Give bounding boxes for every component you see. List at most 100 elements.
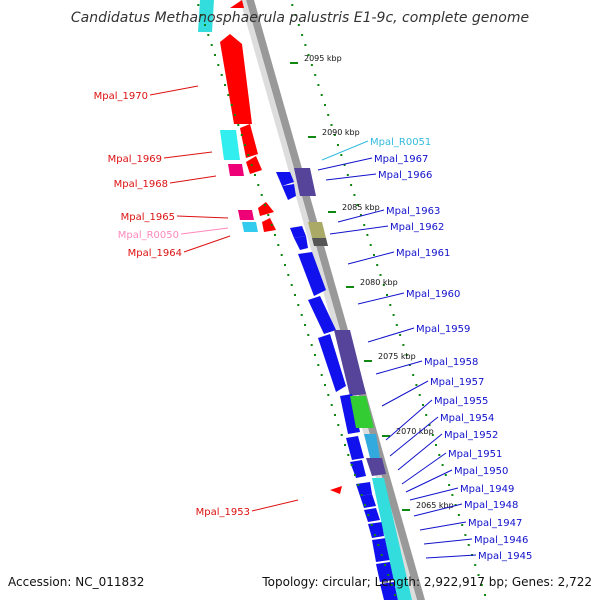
gene-mpal-1947 [364, 508, 380, 522]
backbone-shadow [246, 0, 425, 600]
tick-dot [334, 414, 336, 416]
gene-label: Mpal_1966 [378, 170, 432, 181]
callout-line [385, 399, 433, 441]
kbp-tick-label: 2065 kbp [416, 501, 454, 510]
gene-mpal-1968 [228, 164, 244, 176]
gene-label: Mpal_R0051 [370, 137, 431, 148]
kbp-ticks: 2095 kbp 2090 kbp 2085 kbp 2080 kbp 2075 kbp… [290, 54, 454, 511]
tick-dot [204, 24, 206, 26]
tick-dot [480, 584, 483, 586]
tick-dot [270, 224, 273, 226]
tick-dot [370, 524, 373, 526]
gene-mpal-1949 [356, 482, 372, 496]
callout-line [425, 554, 477, 559]
tick-dot [346, 174, 349, 176]
callout-line [367, 327, 415, 343]
tick-dot [384, 564, 386, 566]
kbp-tick-label: 2075 kbp [378, 352, 416, 361]
gene-label: Mpal_1959 [416, 324, 470, 335]
gene-mpal-1950 [350, 460, 366, 478]
tick-dot [350, 184, 353, 186]
tick-dot [390, 584, 393, 586]
tick-dot [267, 214, 270, 216]
tick-dot [240, 134, 243, 136]
gene-mpal-1954 [346, 436, 364, 460]
tick-dot [347, 454, 350, 456]
gene-mpal-1967 [276, 172, 294, 186]
tick-dot [314, 74, 317, 76]
genome-summary: Topology: circular; Length: 2,922,917 bp… [261, 575, 592, 589]
tick-dot [467, 544, 470, 546]
kbp-tick-label: 2085 kbp [342, 203, 380, 212]
tick-dot [431, 434, 434, 436]
tick-dot [464, 534, 467, 536]
tick-dot [287, 274, 290, 276]
gene-label: Mpal_1945 [478, 551, 532, 562]
gene-mpal-1970b [240, 124, 258, 158]
tick-dot [300, 314, 303, 316]
tick-dot [214, 54, 216, 56]
kbp-tick-label: 2080 kbp [360, 278, 398, 287]
gene-mpal-1968b [246, 156, 262, 174]
tick-dot [294, 294, 296, 296]
tick-dot [274, 234, 276, 236]
gene-mpal-1959 [318, 334, 346, 392]
tick-dot [435, 444, 437, 446]
gene-mpal-1966 [282, 184, 296, 200]
tick-dot [224, 84, 226, 86]
gene-mpal-1964 [262, 218, 276, 232]
gene-label: Mpal_1961 [396, 248, 450, 259]
tick-dot [408, 364, 411, 366]
tick-dot [377, 544, 380, 546]
tick-dot [294, 14, 297, 16]
callout-line [389, 416, 439, 457]
tick-dot [327, 394, 330, 396]
tick-dot [387, 574, 390, 576]
callout-line [337, 209, 385, 223]
tick-dot [324, 384, 326, 386]
tick-dot [277, 244, 280, 246]
gene-mpal-1969-rna [220, 130, 240, 160]
tick-dot [364, 504, 366, 506]
tick-dot [382, 284, 385, 286]
callout-line [405, 469, 453, 493]
tick-dot [484, 594, 486, 596]
tick-dot [304, 324, 306, 326]
tick-dot [451, 494, 454, 496]
tick-dot [320, 94, 323, 96]
tick-dot [197, 4, 200, 6]
callout-line [381, 380, 429, 407]
tick-dot [250, 164, 253, 166]
tick-dot [380, 554, 383, 556]
callout-line [317, 157, 373, 171]
tick-dot [369, 244, 372, 246]
tick-dot [477, 574, 480, 576]
gene-cyan-operon [372, 478, 412, 600]
gene-mpal-1965 [238, 210, 254, 220]
tick-dot [210, 44, 213, 46]
gene-mpal-1966b [294, 168, 316, 196]
tick-dot [415, 384, 418, 386]
tick-dot [360, 494, 363, 496]
gene-mpal-1962b [312, 238, 328, 246]
tick-dot [327, 114, 330, 116]
tick-dot [356, 204, 359, 206]
reverse-strand-genes [276, 168, 412, 600]
gene-mpal-1963 [290, 226, 306, 238]
gene-mpal-1965b [258, 202, 274, 216]
gene-label: Mpal_1969 [108, 154, 162, 165]
callout-line [325, 173, 377, 181]
tick-dot [344, 444, 346, 446]
tick-dot [317, 84, 320, 86]
tick-dot [367, 514, 370, 516]
tick-dot [330, 124, 333, 126]
tick-dot [444, 474, 447, 476]
gene-mpal-1962 [308, 222, 326, 238]
gene-mpal-1960 [308, 296, 336, 334]
tick-dot [412, 374, 415, 376]
tick-dot [353, 194, 356, 196]
tick-dot [297, 24, 300, 26]
gene-label: Mpal_1970 [94, 91, 148, 102]
